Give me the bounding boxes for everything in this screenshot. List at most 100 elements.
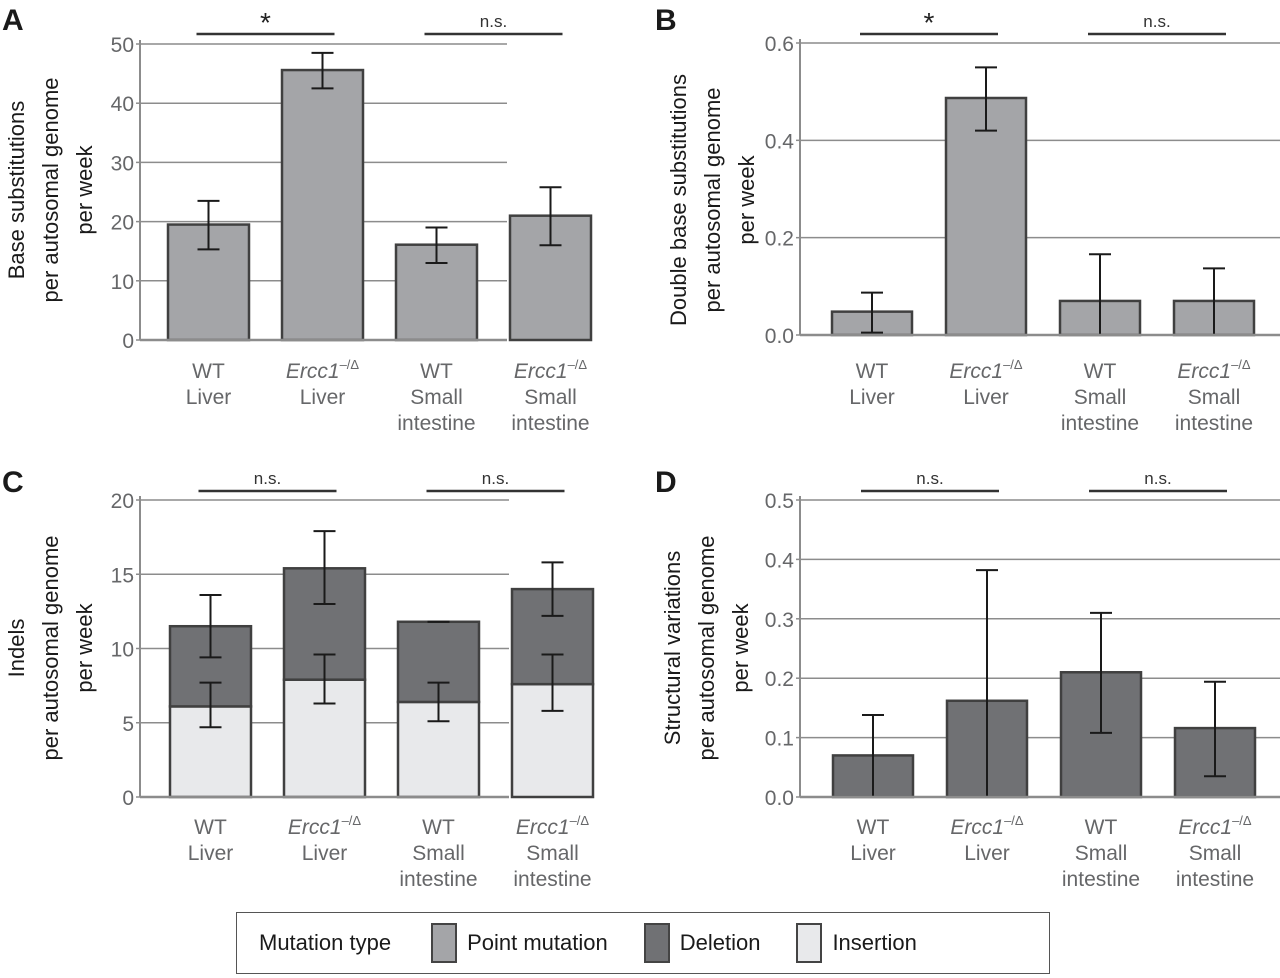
x-tick-label: Liver xyxy=(849,386,895,409)
x-tick-label: WT xyxy=(194,816,227,839)
y-axis-label: per week xyxy=(734,154,759,244)
legend-title: Mutation type xyxy=(259,930,392,955)
x-label-superscript: –/Δ xyxy=(342,813,362,828)
x-label-line1: Ercc1 xyxy=(288,816,342,839)
x-tick-label: WT xyxy=(1084,360,1117,383)
panel-d: D 0.0 0.1 0.2 0.3 0.4 0.5 Structural variations… xyxy=(655,466,1280,891)
y-axis-label: per autosomal genome xyxy=(694,535,719,760)
x-label-superscript: –/Δ xyxy=(1231,357,1251,372)
x-tick-label: Ercc1–/Δ xyxy=(516,813,590,839)
x-tick-label: Small xyxy=(410,386,463,409)
legend-swatch-point-mutation xyxy=(431,923,458,963)
x-tick-label: WT xyxy=(857,816,890,839)
x-tick-label: Ercc1–/Δ xyxy=(288,813,362,839)
y-tick-label: 0 xyxy=(122,330,134,353)
significance-label: n.s. xyxy=(1144,469,1171,488)
legend-label-point-mutation: Point mutation xyxy=(467,930,608,955)
x-tick-label: Liver xyxy=(188,842,234,865)
x-label-line1: WT xyxy=(1084,360,1117,383)
panel-letter: A xyxy=(2,4,24,37)
panel-letter: C xyxy=(2,466,24,499)
y-axis-label: Base substitutions xyxy=(4,101,29,280)
panel-letter: B xyxy=(655,4,677,37)
y-tick-label: 0.0 xyxy=(765,787,794,810)
x-tick-label: Liver xyxy=(300,386,346,409)
significance-label: * xyxy=(260,7,271,38)
legend: Mutation type Point mutation Deletion In… xyxy=(236,912,1050,974)
y-tick-label: 10 xyxy=(111,271,134,294)
y-tick-label: 0.3 xyxy=(765,609,794,632)
x-tick-label: WT xyxy=(1085,816,1118,839)
bar-point-mutation xyxy=(280,68,365,342)
y-axis-label: per autosomal genome xyxy=(38,77,63,302)
x-tick-label: intestine xyxy=(1062,868,1140,891)
x-tick-label: Small xyxy=(1075,842,1128,865)
y-axis-label: Indels xyxy=(4,619,29,678)
y-tick-label: 20 xyxy=(111,490,134,513)
y-tick-label: 50 xyxy=(111,34,134,57)
x-tick-label: Ercc1–/Δ xyxy=(1177,357,1251,383)
x-tick-label: intestine xyxy=(397,412,475,435)
x-tick-label: WT xyxy=(420,360,453,383)
x-tick-label: Ercc1–/Δ xyxy=(1178,813,1252,839)
panel-b: B 0.0 0.2 0.4 0.6 Double base substitutions pe… xyxy=(655,4,1280,435)
x-tick-label: Small xyxy=(526,842,579,865)
x-tick-label: Liver xyxy=(963,386,1009,409)
x-label-line1: WT xyxy=(857,816,890,839)
x-label-line1: Ercc1 xyxy=(286,360,340,383)
x-tick-label: Liver xyxy=(186,386,232,409)
y-tick-label: 5 xyxy=(122,713,134,736)
y-axis-label: per autosomal genome xyxy=(38,535,63,760)
significance-label: n.s. xyxy=(482,469,509,488)
x-tick-label: Liver xyxy=(850,842,896,865)
x-tick-label: intestine xyxy=(399,868,477,891)
x-tick-label: WT xyxy=(856,360,889,383)
x-label-line1: WT xyxy=(422,816,455,839)
x-tick-label: Ercc1–/Δ xyxy=(949,357,1023,383)
x-tick-label: Ercc1–/Δ xyxy=(950,813,1024,839)
bar-point-mutation xyxy=(944,96,1028,337)
x-label-line1: Ercc1 xyxy=(1177,360,1231,383)
y-tick-label: 0.5 xyxy=(765,490,794,513)
x-label-superscript: –/Δ xyxy=(568,357,588,372)
x-label-superscript: –/Δ xyxy=(570,813,590,828)
x-label-line1: WT xyxy=(194,816,227,839)
y-axis-label: per week xyxy=(728,602,753,692)
y-tick-label: 0 xyxy=(122,787,134,810)
x-label-line1: WT xyxy=(192,360,225,383)
y-tick-label: 0.1 xyxy=(765,728,794,751)
x-label-line1: Ercc1 xyxy=(949,360,1003,383)
legend-swatch-insertion xyxy=(796,923,823,963)
x-tick-label: intestine xyxy=(1176,868,1254,891)
bar-point-mutation xyxy=(394,243,479,342)
panel-c: C 0 5 10 15 20 Indels per autosomal genome per w… xyxy=(2,466,595,891)
x-label-line1: WT xyxy=(1085,816,1118,839)
x-tick-label: intestine xyxy=(1061,412,1139,435)
y-tick-label: 30 xyxy=(111,152,134,175)
x-label-line1: Ercc1 xyxy=(516,816,570,839)
y-tick-label: 15 xyxy=(111,564,134,587)
y-axis-label: Structural variations xyxy=(660,551,685,745)
x-label-line1: Ercc1 xyxy=(514,360,568,383)
x-label-superscript: –/Δ xyxy=(1003,357,1023,372)
y-tick-label: 0.4 xyxy=(765,130,795,153)
y-tick-label: 40 xyxy=(111,93,134,116)
x-tick-label: Ercc1–/Δ xyxy=(514,357,588,383)
y-axis-label: Double base substitutions xyxy=(666,74,691,326)
x-label-line1: Ercc1 xyxy=(950,816,1004,839)
y-tick-label: 0.4 xyxy=(765,549,795,572)
x-label-line1: WT xyxy=(420,360,453,383)
y-tick-label: 0.2 xyxy=(765,668,794,691)
y-tick-label: 0.2 xyxy=(765,228,794,251)
significance-label: n.s. xyxy=(1143,12,1170,31)
y-axis-label: per week xyxy=(72,144,97,234)
x-tick-label: intestine xyxy=(511,412,589,435)
legend-swatch-deletion xyxy=(643,923,670,963)
significance-label: n.s. xyxy=(480,12,507,31)
panel-letter: D xyxy=(655,466,677,499)
x-tick-label: Small xyxy=(524,386,577,409)
x-tick-label: intestine xyxy=(513,868,591,891)
x-tick-label: Liver xyxy=(964,842,1010,865)
x-tick-label: Liver xyxy=(302,842,348,865)
